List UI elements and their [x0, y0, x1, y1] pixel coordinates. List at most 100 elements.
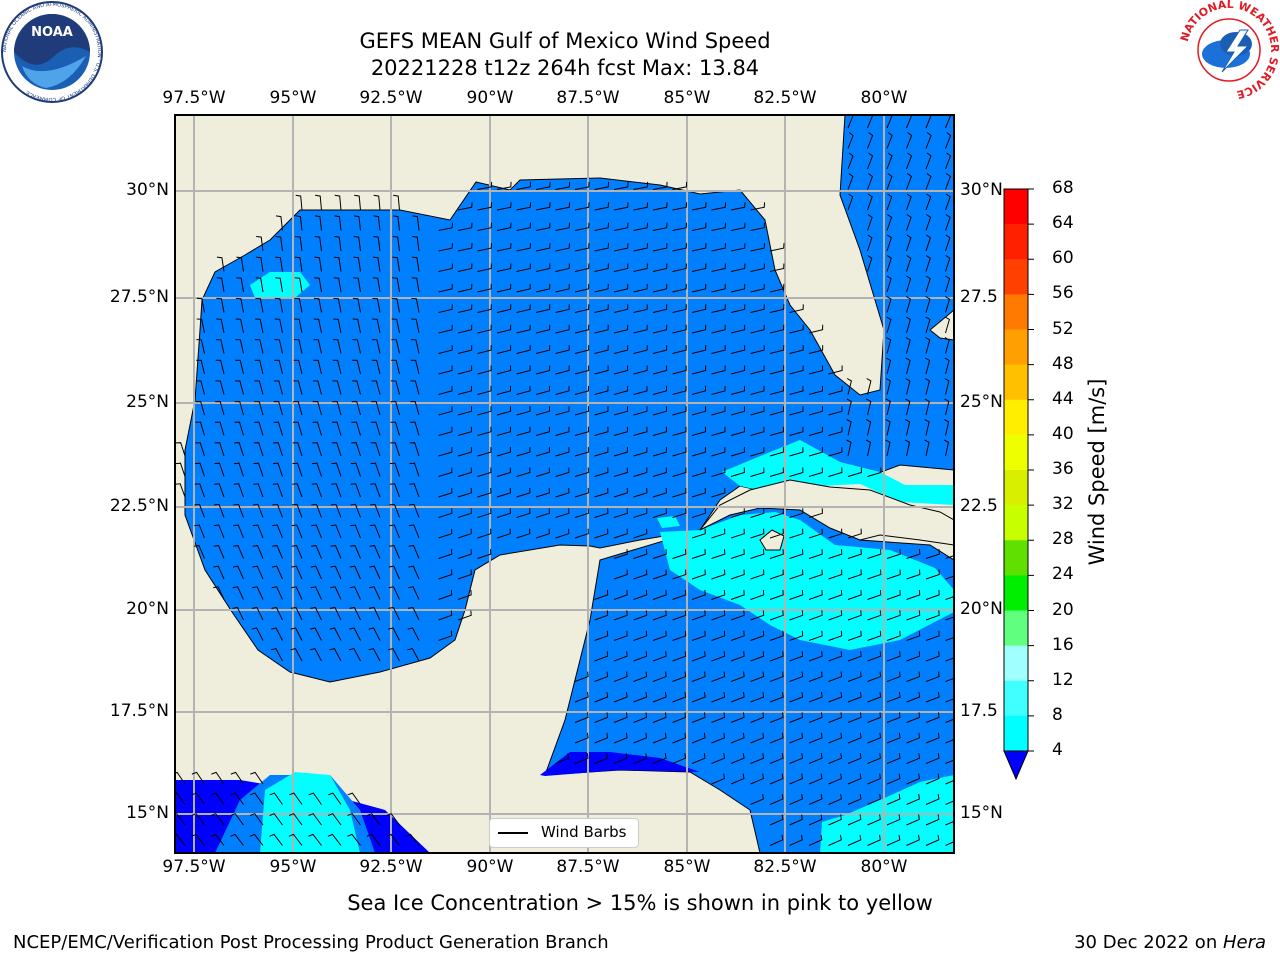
wind-barb [789, 834, 803, 846]
wind-barb [349, 627, 361, 641]
wind-barb [886, 337, 892, 354]
wind-barb [574, 181, 590, 190]
wind-barb [769, 834, 784, 846]
wind-barb [309, 648, 322, 662]
wind-barb [388, 586, 400, 600]
wind-barb [313, 339, 322, 354]
colorbar-tick-label: 52 [1052, 318, 1074, 339]
lat-tick-right: 20°N [960, 599, 1003, 619]
wind-barb [409, 483, 420, 498]
wind-barb [750, 426, 765, 436]
wind-barb [808, 569, 823, 580]
wind-barb [291, 524, 303, 539]
wind-barb [252, 545, 264, 559]
wind-barb [828, 365, 843, 375]
wind-barb [407, 627, 420, 641]
wind-barb [555, 202, 571, 211]
wind-barb [250, 792, 264, 805]
wind-barb [750, 202, 766, 211]
wind-barb [390, 442, 400, 457]
wind-barb [574, 202, 590, 211]
wind-barb [750, 447, 765, 457]
wind-barb [211, 771, 225, 785]
wind-barb [925, 173, 932, 190]
wind-barb [633, 406, 648, 416]
wind-barb [253, 462, 264, 477]
wind-barb [496, 283, 512, 293]
wind-barb [334, 215, 342, 231]
wind-barb [477, 365, 492, 375]
bahamas-island [929, 309, 954, 341]
wind-barb [574, 447, 589, 457]
wind-barb [368, 627, 381, 641]
wind-barb [270, 648, 283, 662]
wind-barb [613, 508, 628, 518]
wind-barb [789, 365, 804, 375]
wind-barb [906, 630, 921, 641]
wind-barb [370, 421, 381, 436]
wind-barb [249, 833, 264, 846]
wind-barb [691, 712, 706, 723]
lat-tick-left: 22.5°N [109, 496, 169, 516]
wind-barb [867, 193, 873, 211]
wind-barb [386, 813, 400, 826]
wind-barb [350, 503, 361, 518]
wind-barb [196, 297, 205, 313]
wind-barb [906, 691, 921, 703]
wind-barb [769, 814, 784, 826]
wind-barb [314, 256, 322, 272]
wind-barb [886, 132, 893, 149]
wind-barb [477, 304, 492, 313]
wind-barb [311, 524, 322, 539]
gulf-wind-field [184, 115, 954, 683]
colorbar-segment [1004, 575, 1028, 611]
wind-barb [925, 132, 932, 149]
wind-barb [574, 691, 589, 703]
wind-barb [233, 545, 244, 559]
wind-barb [574, 263, 590, 272]
wind-barb [672, 712, 687, 723]
wind-barb [574, 385, 589, 395]
wind-barb [905, 316, 911, 334]
wind-barb [496, 202, 512, 211]
wind-barb [906, 214, 912, 231]
wind-barb [828, 834, 842, 846]
wind-barb [613, 691, 628, 703]
wind-barb [311, 462, 322, 477]
wind-barb [865, 439, 872, 457]
wind-barb [408, 565, 420, 580]
wind-barb [769, 732, 784, 744]
colorbar-tick-label: 36 [1052, 459, 1074, 479]
wind-barb [411, 256, 420, 272]
wind-barb [828, 814, 842, 826]
wind-barb [730, 569, 745, 580]
wind-barb [194, 545, 205, 559]
wind-barb [769, 589, 784, 600]
wind-barb [691, 549, 706, 559]
wind-barb [292, 442, 303, 457]
wind-barb [846, 439, 852, 457]
wind-barb [886, 691, 901, 703]
wind-barb [730, 283, 746, 293]
wind-barb [789, 794, 803, 805]
wind-barb [535, 528, 550, 539]
wind-barb [255, 256, 264, 272]
wind-barb [769, 426, 785, 436]
wind-barb [613, 222, 629, 231]
wind-barb [906, 651, 921, 662]
wind-barb [251, 627, 264, 641]
wind-barb [555, 263, 570, 272]
wind-barb [750, 263, 765, 272]
colorbar-label: Wind Speed [m/s] [1085, 378, 1109, 566]
wind-barb [477, 447, 492, 457]
wind-barb [194, 462, 205, 477]
wind-barb [867, 712, 882, 723]
wind-barb [652, 610, 667, 621]
wind-barb [351, 400, 361, 416]
wind-barb [924, 378, 930, 395]
wind-barb [672, 385, 687, 395]
wind-barb [613, 345, 629, 354]
colorbar-segment [1004, 434, 1028, 471]
wind-barb [613, 447, 628, 457]
wind-barb [368, 648, 381, 662]
